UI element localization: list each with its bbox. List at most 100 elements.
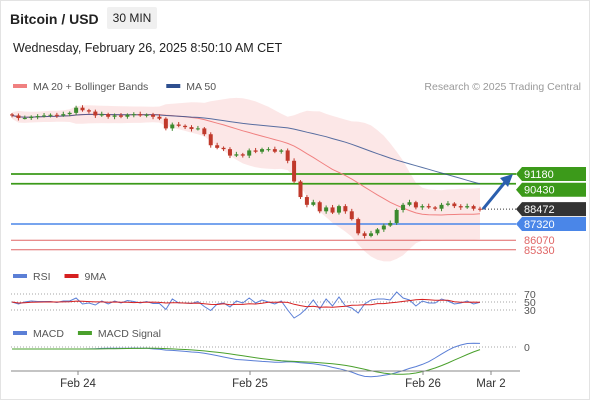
candle-body bbox=[426, 206, 431, 208]
candle-body bbox=[381, 225, 386, 230]
candle-body bbox=[22, 118, 27, 120]
bollinger-bands bbox=[12, 97, 480, 262]
resistance-level-label: 91180 bbox=[524, 169, 554, 181]
candle-body bbox=[375, 229, 380, 234]
rsi-level-label: 50 bbox=[524, 297, 536, 309]
candle-body bbox=[253, 150, 258, 152]
candle-body bbox=[151, 114, 156, 117]
support-level-label: 86070 bbox=[524, 235, 555, 247]
candle-body bbox=[202, 128, 207, 135]
candle-body bbox=[29, 116, 34, 119]
rsi-legend: RSI 9MA bbox=[13, 271, 106, 283]
candle-body bbox=[292, 160, 297, 182]
candle-body bbox=[240, 154, 245, 156]
legend-label: MACD Signal bbox=[98, 328, 161, 340]
candle-body bbox=[35, 116, 40, 118]
candle-body bbox=[298, 181, 303, 198]
candle-body bbox=[439, 204, 444, 209]
candle-body bbox=[42, 115, 47, 117]
candle-body bbox=[304, 197, 309, 205]
candle-body bbox=[388, 222, 393, 226]
candle-body bbox=[112, 115, 117, 117]
candle-body bbox=[471, 206, 476, 209]
legend-label: MA 20 + Bollinger Bands bbox=[33, 81, 148, 93]
candle-body bbox=[272, 149, 277, 152]
forecast-arrow-head bbox=[500, 174, 513, 187]
candle-body bbox=[394, 210, 399, 223]
candle-body bbox=[80, 107, 85, 111]
legend-swatch bbox=[13, 331, 27, 335]
time-axis: Feb 24 Feb 25 Feb 26 Mar 2 bbox=[11, 370, 520, 390]
candle-body bbox=[131, 114, 136, 116]
candle-body bbox=[157, 116, 162, 119]
legend-swatch bbox=[64, 274, 79, 278]
candle-body bbox=[445, 203, 450, 205]
candle-body bbox=[356, 219, 361, 234]
candle-body bbox=[311, 202, 316, 205]
time-tick-label: Feb 26 bbox=[405, 378, 441, 390]
candle-body bbox=[215, 145, 220, 148]
candle-body bbox=[170, 124, 175, 129]
support-level-label: 85330 bbox=[524, 245, 555, 257]
candle-body bbox=[369, 233, 374, 236]
resistance-level-label: 90430 bbox=[524, 185, 555, 197]
macd-legend: MACD MACD Signal bbox=[13, 328, 161, 340]
macd-zero-label: 0 bbox=[524, 342, 530, 354]
candle-body bbox=[10, 114, 14, 116]
candle-body bbox=[221, 147, 226, 150]
candle-body bbox=[247, 150, 252, 156]
candle-body bbox=[48, 114, 53, 116]
legend-swatch bbox=[166, 84, 181, 88]
candle-body bbox=[208, 134, 213, 146]
candle-body bbox=[163, 118, 168, 129]
candle-body bbox=[260, 149, 265, 152]
candle-body bbox=[138, 114, 143, 116]
candle-body bbox=[189, 127, 194, 130]
price-levels bbox=[11, 173, 516, 251]
candle-body bbox=[285, 150, 290, 161]
candle-body bbox=[16, 115, 21, 119]
candle-body bbox=[478, 208, 482, 210]
time-tick-label: Feb 24 bbox=[60, 378, 96, 390]
rsi-ma-line bbox=[11, 298, 481, 308]
candle-body bbox=[465, 206, 470, 208]
forecast-arrow-shaft bbox=[481, 180, 508, 211]
candle-body bbox=[317, 202, 322, 212]
candle-body bbox=[407, 202, 412, 205]
main-legend: MA 20 + Bollinger Bands MA 50 bbox=[13, 81, 216, 93]
candle-body bbox=[452, 203, 457, 207]
resistance-level-tag bbox=[516, 167, 586, 181]
candle-body bbox=[324, 207, 329, 212]
macd-panel: 0 bbox=[11, 342, 530, 378]
timeframe-button[interactable]: 30 MIN bbox=[107, 7, 157, 29]
candle-body bbox=[67, 112, 72, 115]
candle-body bbox=[420, 206, 425, 208]
current-level-label: 88472 bbox=[524, 204, 555, 216]
candle-body bbox=[349, 211, 354, 220]
candle-body bbox=[227, 149, 232, 156]
candlesticks bbox=[10, 105, 482, 239]
current-level-tag bbox=[516, 202, 586, 217]
legend-label: RSI bbox=[33, 271, 51, 283]
candle-body bbox=[279, 150, 284, 152]
candle-body bbox=[183, 125, 188, 128]
rsi-level-label: 70 bbox=[524, 289, 536, 301]
rsi-line bbox=[11, 291, 481, 319]
candle-body bbox=[413, 202, 418, 208]
candle-body bbox=[195, 128, 200, 130]
macd-signal-line bbox=[12, 347, 481, 375]
chart-datetime: Wednesday, February 26, 2025 8:50:10 AM … bbox=[13, 41, 283, 55]
candle-body bbox=[234, 154, 239, 156]
resistance-level-tag bbox=[516, 182, 586, 197]
ma50-line bbox=[11, 113, 481, 185]
candle-body bbox=[99, 114, 104, 116]
candle-body bbox=[74, 107, 79, 113]
forecast-arrow bbox=[481, 174, 513, 211]
candle-body bbox=[144, 114, 149, 116]
pivot-level-label: 87320 bbox=[524, 219, 555, 231]
candle-body bbox=[458, 206, 463, 208]
macd-line bbox=[12, 342, 481, 378]
legend-swatch bbox=[13, 84, 27, 88]
